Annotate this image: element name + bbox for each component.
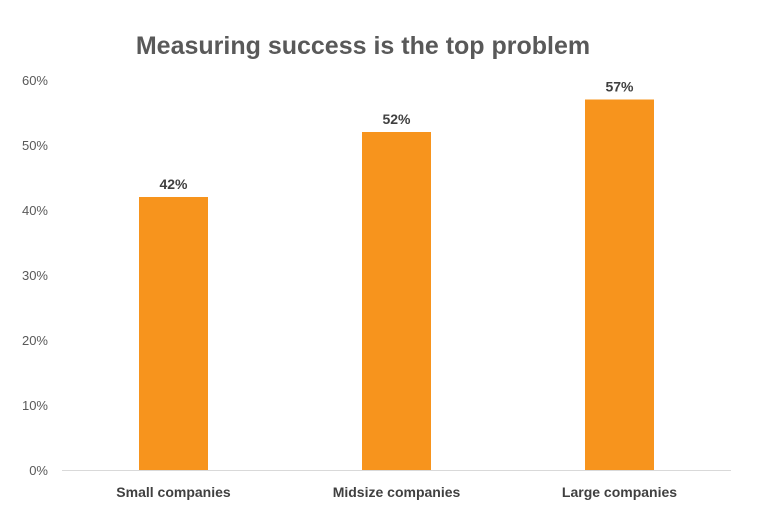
x-category-label: Large companies bbox=[562, 484, 677, 500]
y-tick-label: 50% bbox=[22, 138, 48, 153]
y-tick-label: 60% bbox=[22, 73, 48, 88]
bar bbox=[139, 197, 208, 470]
data-label: 42% bbox=[159, 176, 188, 192]
bar bbox=[585, 99, 654, 470]
bar bbox=[362, 132, 431, 470]
y-tick-label: 10% bbox=[22, 398, 48, 413]
y-tick-label: 30% bbox=[22, 268, 48, 283]
data-label: 57% bbox=[605, 79, 634, 95]
data-label: 52% bbox=[382, 111, 411, 127]
y-tick-label: 0% bbox=[29, 463, 48, 478]
y-tick-label: 20% bbox=[22, 333, 48, 348]
x-category-label: Midsize companies bbox=[333, 484, 461, 500]
x-category-label: Small companies bbox=[116, 484, 231, 500]
y-tick-label: 40% bbox=[22, 203, 48, 218]
chart-title: Measuring success is the top problem bbox=[136, 32, 590, 60]
